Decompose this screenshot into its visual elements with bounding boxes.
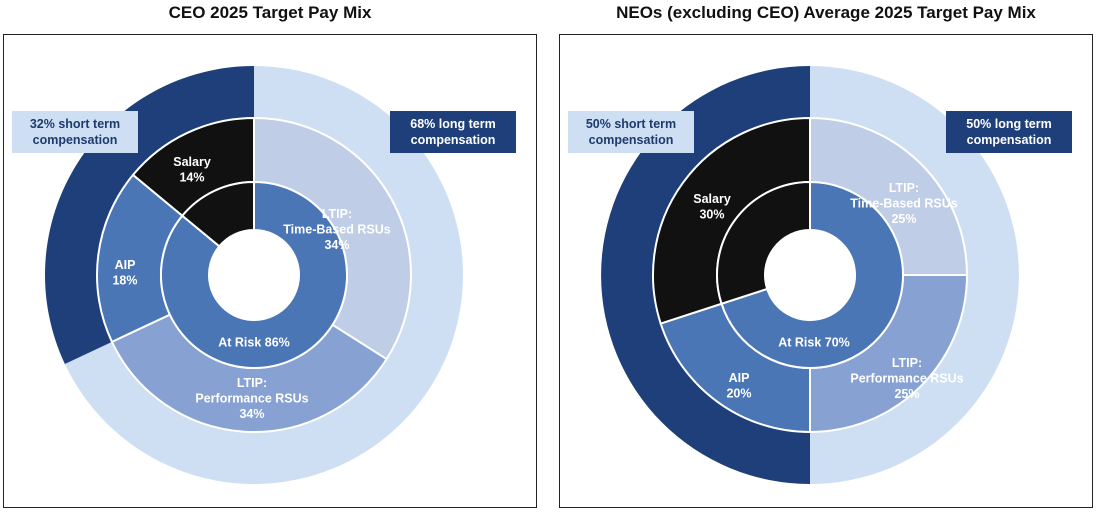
neos-pay-mix-chart: LTIP: Time-Based RSUs 25% LTIP: Performance … [601, 66, 1019, 484]
chart-title-ceo: CEO 2025 Target Pay Mix [168, 3, 372, 22]
ceo-donut-hole [209, 230, 299, 320]
ceo-long-term-callout: 68% long term compensation [390, 111, 516, 153]
neos-ltip-performance-rsus-label: LTIP: Performance RSUs 25% [850, 356, 963, 401]
neos-donut-hole [765, 230, 855, 320]
neos-aip-label: AIP 20% [726, 371, 751, 401]
neos-pay-mix-panel: LTIP: Time-Based RSUs 25% LTIP: Performance … [559, 34, 1093, 508]
neos-outer-50-short-term-compensation-slice [601, 66, 810, 484]
neos-at-risk-label: At Risk 70% [778, 336, 850, 350]
ceo-ltip-time-based-rsus-label: LTIP: Time-Based RSUs 34% [283, 207, 390, 252]
ceo-salary-label: Salary 14% [173, 155, 211, 185]
ceo-short-term-callout: 32% short term compensation [12, 111, 138, 153]
ceo-aip-label: AIP 18% [112, 258, 137, 288]
neos-outer-50-long-term-compensation-slice [810, 66, 1019, 484]
ceo-ltip-performance-rsus-label: LTIP: Performance RSUs 34% [195, 376, 308, 421]
neos-short-term-callout: 50% short term compensation [568, 111, 694, 153]
ceo-at-risk-label: At Risk 86% [218, 336, 290, 350]
ceo-pay-mix-panel: LTIP: Time-Based RSUs 34% LTIP: Performance … [3, 34, 537, 508]
chart-title-neos: NEOs (excluding CEO) Average 2025 Target… [616, 3, 1036, 22]
neos-salary-label: Salary 30% [693, 192, 731, 222]
neos-long-term-callout: 50% long term compensation [946, 111, 1072, 153]
neos-ltip-time-based-rsus-label: LTIP: Time-Based RSUs 25% [850, 181, 957, 226]
ceo-pay-mix-chart: LTIP: Time-Based RSUs 34% LTIP: Performance … [44, 66, 463, 484]
